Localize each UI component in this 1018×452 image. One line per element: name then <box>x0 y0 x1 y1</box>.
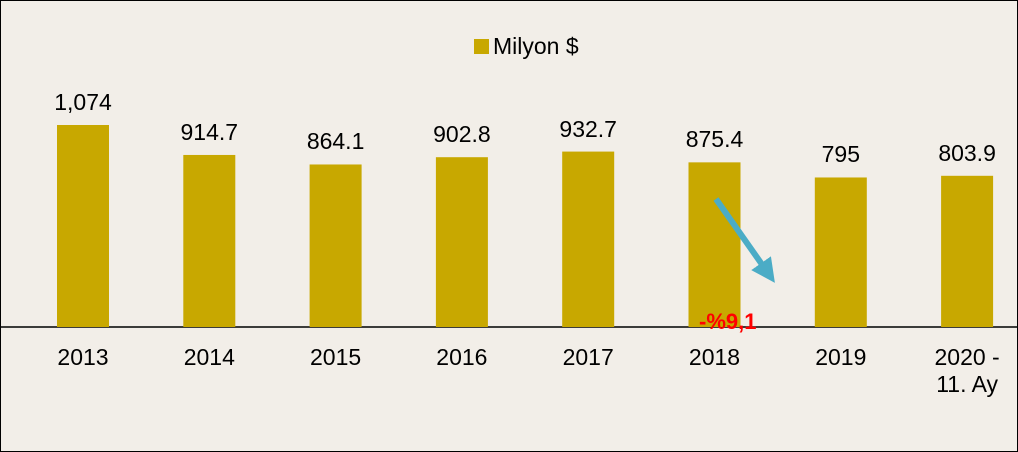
x-tick-label: 2013 <box>57 344 109 370</box>
value-label: 914.7 <box>180 118 239 145</box>
value-label: 932.7 <box>559 115 617 142</box>
value-label: 875.4 <box>685 126 744 153</box>
x-tick-label: 2017 <box>562 344 614 370</box>
value-label: 1,074 <box>54 89 112 115</box>
value-label: 803.9 <box>938 139 996 166</box>
bar <box>435 157 488 327</box>
value-label: 795 <box>821 141 860 168</box>
bar <box>57 125 109 327</box>
x-tick-label: 2015 <box>310 344 362 370</box>
bar <box>562 151 615 327</box>
legend-swatch <box>474 39 489 54</box>
annotation: -%9,1 <box>699 309 757 334</box>
legend-label: Milyon $ <box>493 33 579 59</box>
value-label: 902.8 <box>433 121 491 148</box>
trend-arrow <box>713 197 775 283</box>
x-tick-label: 2018 <box>688 344 741 370</box>
bar <box>688 162 741 327</box>
x-tick-label: 2016 <box>436 344 488 370</box>
bar <box>183 154 236 327</box>
x-tick-label: 2014 <box>183 344 235 370</box>
bar <box>814 177 867 327</box>
x-tick-label: 2020 - 11. Ay <box>934 344 1000 397</box>
x-tick-label: 2019 <box>815 344 867 370</box>
bar <box>941 175 994 327</box>
bar <box>309 164 362 327</box>
legend: Milyon $ <box>474 33 579 60</box>
value-label: 864.1 <box>306 128 365 155</box>
